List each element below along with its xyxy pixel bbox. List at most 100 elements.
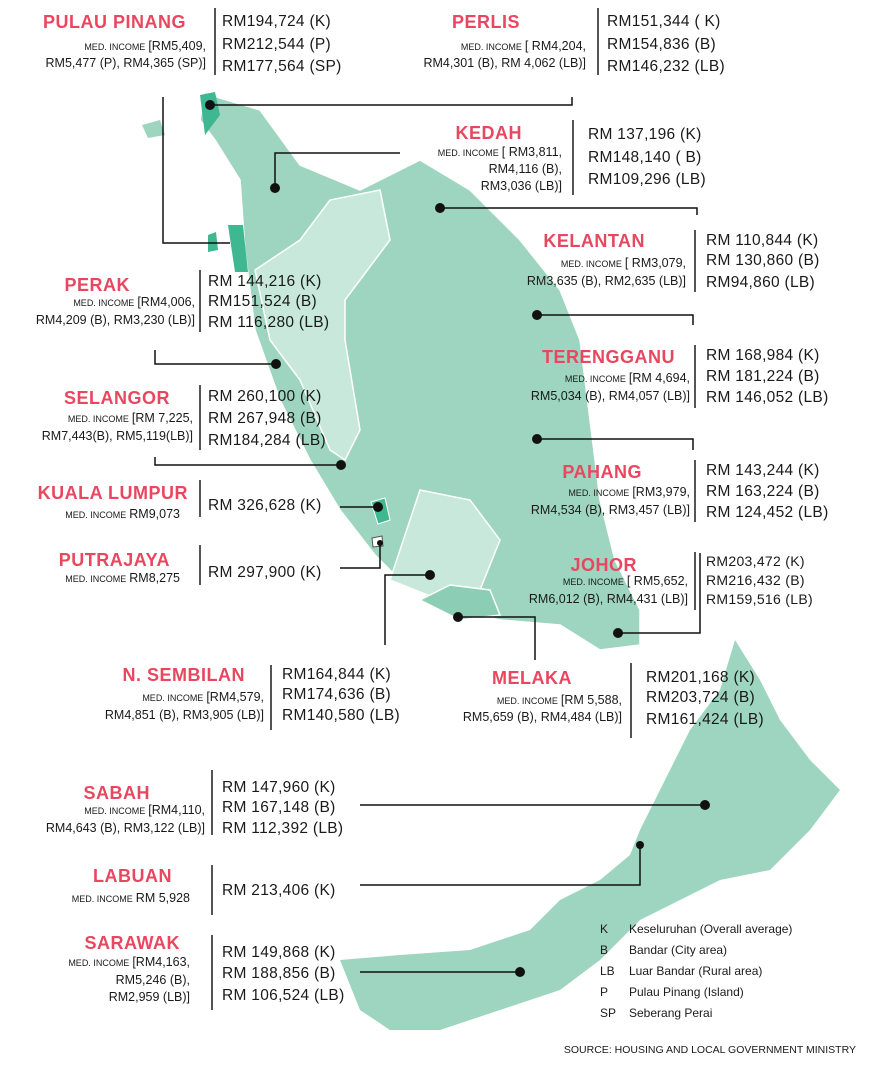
- income-value: RM3,036 (LB)]: [480, 179, 562, 193]
- state-name: KEDAH: [455, 123, 522, 143]
- house-price: RM 130,860 (B): [706, 252, 820, 269]
- median-income: MED. INCOME RM9,073: [65, 504, 180, 525]
- house-price: RM154,836 (B): [607, 36, 717, 53]
- median-income: MED. INCOME RM 5,928: [72, 888, 190, 909]
- house-price: RM212,544 (P): [222, 36, 332, 53]
- median-income: RM3,036 (LB)]: [481, 176, 562, 196]
- house-price: RM140,580 (LB): [282, 707, 400, 724]
- house-price: RM 143,244 (K): [706, 462, 820, 479]
- income-label: MED. INCOME: [568, 488, 630, 498]
- divider: [270, 665, 272, 730]
- state-name: MELAKA: [492, 668, 572, 688]
- income-value: [ RM3,811,: [501, 145, 562, 159]
- house-price: RM161,424 (LB): [646, 711, 764, 728]
- median-income: MED. INCOME RM8,275: [65, 568, 180, 589]
- median-income: MED. INCOME [RM5,409,: [84, 36, 206, 57]
- legend-text: Keseluruhan (Overall average): [629, 922, 793, 936]
- legend-key: B: [600, 943, 609, 957]
- median-income: MED. INCOME [RM4,006,: [73, 292, 195, 313]
- house-price: RM203,724 (B): [646, 689, 756, 706]
- legend-text: Luar Bandar (Rural area): [629, 964, 763, 978]
- house-price: RM 297,900 (K): [208, 564, 322, 581]
- house-price: RM151,524 (B): [208, 293, 318, 310]
- house-price: RM 110,844 (K): [706, 232, 819, 249]
- income-label: MED. INCOME: [562, 577, 624, 587]
- house-price: RM184,284 (LB): [208, 432, 326, 449]
- house-price: RM201,168 (K): [646, 669, 756, 686]
- income-value: [RM 4,694,: [628, 371, 690, 385]
- house-price: RM 124,452 (LB): [706, 504, 829, 521]
- house-price: RM 213,406 (K): [222, 882, 336, 899]
- income-value: RM5,034 (B), RM4,057 (LB)]: [530, 389, 690, 403]
- divider: [597, 8, 599, 75]
- location-dots: [205, 100, 710, 977]
- income-value: [RM4,579,: [206, 690, 264, 704]
- income-label: MED. INCOME: [65, 574, 127, 584]
- median-income: RM5,477 (P), RM4,365 (SP)]: [46, 53, 206, 73]
- divider: [694, 230, 696, 292]
- median-income: RM5,246 (B),: [116, 970, 190, 990]
- income-label: MED. INCOME: [67, 414, 129, 424]
- peninsula: [142, 90, 641, 651]
- house-price: RM146,232 (LB): [607, 58, 725, 75]
- state-name: KUALA LUMPUR: [37, 483, 188, 503]
- house-price: RM 106,524 (LB): [222, 987, 345, 1004]
- state-name: TERENGGANU: [541, 347, 675, 367]
- house-price: RM 112,392 (LB): [222, 820, 344, 837]
- income-label: MED. INCOME: [71, 894, 133, 904]
- income-value: [RM5,409,: [148, 39, 206, 53]
- divider: [630, 663, 632, 738]
- house-price: RM 116,280 (LB): [208, 314, 330, 331]
- house-price: RM 188,856 (B): [222, 965, 336, 982]
- median-income: MED. INCOME[ RM3,811,: [438, 142, 562, 163]
- house-price: RM 144,216 (K): [208, 273, 322, 290]
- divider: [572, 120, 574, 195]
- state-name: KELANTAN: [543, 231, 645, 251]
- median-income: RM3,635 (B), RM2,635 (LB)]: [527, 271, 686, 291]
- house-price: RM 167,148 (B): [222, 799, 336, 816]
- state-name: N. SEMBILAN: [122, 665, 245, 685]
- median-income: RM4,116 (B),: [489, 159, 562, 179]
- legend-key: SP: [600, 1006, 617, 1020]
- income-value: RM4,643 (B), RM3,122 (LB)]: [45, 821, 205, 835]
- house-price: RM203,472 (K): [706, 553, 805, 569]
- divider: [211, 865, 213, 915]
- income-value: RM5,659 (B), RM4,484 (LB)]: [462, 710, 622, 724]
- house-price: RM177,564 (SP): [222, 58, 342, 75]
- legend-key: LB: [600, 964, 615, 978]
- median-income: MED. INCOME[ RM5,652,: [563, 571, 688, 592]
- house-price: RM 181,224 (B): [706, 368, 820, 385]
- house-price: RM 163,224 (B): [706, 483, 820, 500]
- house-price: RM 168,984 (K): [706, 347, 820, 364]
- income-value: RM5,477 (P), RM4,365 (SP)]: [45, 56, 206, 70]
- median-income: MED. INCOME [RM 5,588,: [497, 690, 622, 711]
- income-label: MED. INCOME: [65, 510, 127, 520]
- income-label: MED. INCOME: [560, 259, 622, 269]
- state-name: SABAH: [83, 783, 150, 803]
- divider: [694, 345, 696, 408]
- income-value: RM4,116 (B),: [488, 162, 562, 176]
- income-value: RM4,851 (B), RM3,905 (LB)]: [104, 708, 264, 722]
- house-price: RM 260,100 (K): [208, 388, 322, 405]
- income-value: RM7,443(B), RM5,119(LB)]: [41, 429, 193, 443]
- income-value: RM4,301 (B), RM 4,062 (LB)]: [423, 56, 586, 70]
- borneo: [340, 640, 840, 1030]
- income-label: MED. INCOME: [437, 148, 499, 158]
- house-price: RM164,844 (K): [282, 666, 392, 683]
- income-value: RM2,959 (LB)]: [108, 990, 190, 1004]
- divider: [199, 385, 201, 450]
- income-value: [RM3,979,: [632, 485, 690, 499]
- income-value: [RM 5,588,: [560, 693, 622, 707]
- income-label: MED. INCOME: [564, 374, 626, 384]
- income-value: RM4,534 (B), RM3,457 (LB)]: [530, 503, 690, 517]
- house-price: RM 267,948 (B): [208, 410, 322, 427]
- median-income: MED. INCOME [RM3,979,: [568, 482, 690, 503]
- legend-text: Seberang Perai: [629, 1006, 713, 1020]
- divider: [199, 545, 201, 585]
- median-income: RM4,851 (B), RM3,905 (LB)]: [105, 705, 264, 725]
- state-name: JOHOR: [570, 555, 637, 575]
- divider: [694, 552, 696, 610]
- house-price: RM216,432 (B): [706, 572, 805, 588]
- source: SOURCE: HOUSING AND LOCAL GOVERNMENT MIN…: [563, 1044, 856, 1056]
- house-price: RM159,516 (LB): [706, 591, 813, 607]
